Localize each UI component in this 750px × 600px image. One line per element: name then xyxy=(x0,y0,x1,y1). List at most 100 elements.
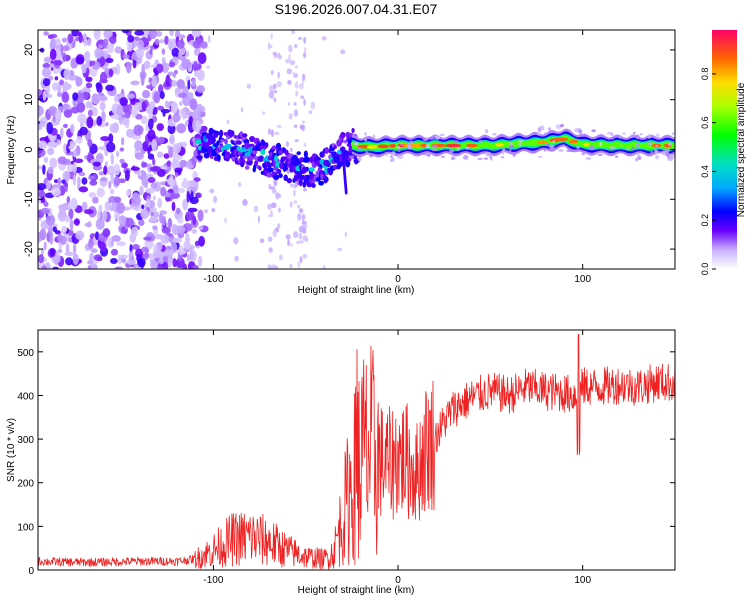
spectrogram-cell xyxy=(169,30,175,37)
spectrogram-cell xyxy=(58,204,68,211)
spectrogram-cell xyxy=(95,152,104,164)
spectrogram-cell xyxy=(110,171,115,184)
spectrogram-cell xyxy=(161,226,171,234)
spectrogram-cell xyxy=(240,162,245,168)
spectrogram-cell xyxy=(242,199,248,206)
spectrogram-cell xyxy=(227,143,232,149)
spectrogram-cell xyxy=(134,152,144,160)
spectrogram-cell xyxy=(276,169,281,175)
snr-frame xyxy=(37,329,676,571)
spectrogram-cell xyxy=(518,139,523,143)
spectrogram-cell xyxy=(118,215,127,227)
spectrogram-cell xyxy=(110,258,118,265)
spectrogram-cell xyxy=(172,143,182,154)
spectrogram-cell xyxy=(432,148,439,152)
spectrogram-cell xyxy=(122,54,130,59)
spectrogram-cell xyxy=(47,166,54,175)
spectrogram-cell xyxy=(209,188,215,194)
spectrogram-cell xyxy=(397,148,401,153)
spectrogram-cell xyxy=(121,30,130,34)
spectrogram-cell xyxy=(285,234,291,240)
spectrogram-cell xyxy=(95,218,105,230)
spectrogram-cell xyxy=(302,253,308,259)
spectrogram-cell xyxy=(246,84,252,89)
spectrogram-cell xyxy=(121,137,125,146)
spectrogram-cell xyxy=(42,62,51,69)
spectrogram-cell xyxy=(63,143,67,154)
spectrogram-cell xyxy=(182,198,189,211)
spectrogram-cell xyxy=(113,163,121,176)
spectrogram-cell xyxy=(124,169,130,182)
spectrogram-cell xyxy=(193,177,201,182)
spectrogram-cell xyxy=(43,156,49,163)
spectrogram-cell xyxy=(324,176,329,183)
spectrogram-cell xyxy=(73,148,77,158)
spectrogram-cell xyxy=(501,151,505,155)
spectrogram-cell xyxy=(482,151,485,155)
spectrogram-cell xyxy=(391,157,395,162)
spectrogram-cell xyxy=(210,136,216,144)
spectrogram-cell xyxy=(299,124,306,130)
spectrogram-cell xyxy=(88,238,94,250)
spectrogram-cell xyxy=(106,141,116,153)
spectrogram-cell xyxy=(52,266,59,269)
y-tick-label: 100 xyxy=(17,522,34,533)
spectrogram-cell xyxy=(61,91,70,103)
spectrogram-cell xyxy=(99,101,106,111)
spectrogram-cell xyxy=(297,171,302,180)
spectrogram-cell xyxy=(52,69,59,75)
spectrogram-cell xyxy=(179,159,187,168)
spectrogram-cell xyxy=(632,131,636,135)
spectrogram-cell xyxy=(176,225,186,234)
spectrogram-cell xyxy=(478,139,483,143)
spectrogram-cell xyxy=(319,151,324,158)
spectrogram-cell xyxy=(87,260,94,265)
spectrogram-cell xyxy=(650,150,653,155)
y-tick-label: 400 xyxy=(17,391,34,402)
spectrogram-cell xyxy=(163,249,174,258)
colorbar-tick-label: 0.4 xyxy=(700,165,710,178)
spectrogram-cell xyxy=(68,208,74,220)
spectrogram-cell xyxy=(267,214,274,218)
spectrogram-cell xyxy=(293,231,299,239)
spectrogram-cell xyxy=(599,142,603,147)
spectrogram-cell xyxy=(508,144,515,149)
spectrogram-cell xyxy=(137,39,145,50)
spectrogram-cell xyxy=(94,48,103,59)
spectrogram-cell xyxy=(57,177,62,186)
spectrogram-cell xyxy=(150,182,158,189)
spectrogram-cell xyxy=(167,188,175,194)
spectrogram-cell xyxy=(189,98,198,111)
spectrogram-cell xyxy=(267,128,272,135)
spectrogram-cell xyxy=(164,35,169,45)
spectrogram-cell xyxy=(364,131,367,136)
spectrogram-cell xyxy=(198,235,206,247)
spectrogram-cell xyxy=(110,248,119,256)
y-tick-label: 0 xyxy=(23,146,35,152)
spectrogram-cell xyxy=(409,140,413,144)
spectrogram-cell xyxy=(110,114,120,119)
spectrogram-cell xyxy=(81,201,88,212)
spectrogram-cell xyxy=(289,59,296,66)
spectrogram-cell xyxy=(274,131,280,136)
spectrogram-cell xyxy=(293,102,297,106)
spectrogram-cell xyxy=(109,188,115,195)
spectrogram-cell xyxy=(321,36,327,41)
spectrogram-cell xyxy=(48,106,58,116)
colorbar-tick-label: 0.2 xyxy=(700,214,710,227)
spectrogram-cell xyxy=(268,90,275,99)
spectrogram-cell xyxy=(69,140,77,148)
spectrogram-cell xyxy=(187,207,198,213)
spectrogram-cell xyxy=(294,139,299,143)
spectrogram-cell xyxy=(152,195,157,201)
spectrogram-cell xyxy=(609,146,616,150)
spectrogram-cell xyxy=(289,264,293,268)
spectrogram-cell xyxy=(151,76,158,88)
spectrogram-cell xyxy=(303,156,310,163)
spectrogram-cell xyxy=(147,129,156,142)
spectrogram-cell xyxy=(297,261,301,268)
spectrogram-cell xyxy=(55,109,62,120)
spectrogram-cell xyxy=(87,265,92,269)
